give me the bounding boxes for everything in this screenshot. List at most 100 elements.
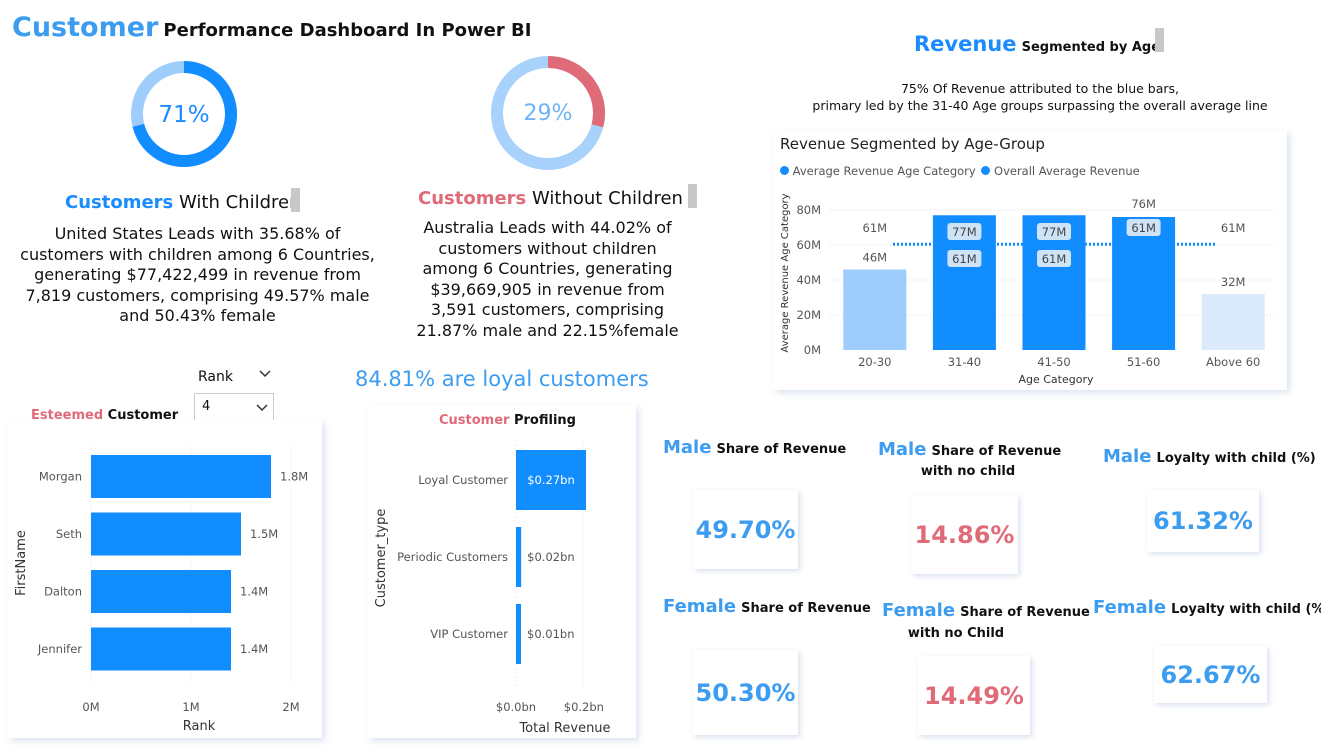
y-tick-label: 20M — [796, 308, 821, 322]
donut-with-children-percent: 71% — [158, 102, 209, 128]
bar — [91, 570, 231, 613]
bar — [516, 604, 521, 664]
revenue-age-chart-card[interactable]: Revenue Segmented by Age-Group Average R… — [773, 130, 1287, 390]
revenue-age-chart-title: Revenue Segmented by Age-Group — [780, 135, 1045, 153]
data-label: 1.5M — [250, 527, 278, 541]
kpi-male-nochild-heading: Male Share of Revenue with no child — [878, 439, 1061, 482]
without-children-heading: Customers Without Children — [418, 188, 683, 209]
x-axis-title: Total Revenue — [518, 721, 610, 736]
y-axis-title: Average Revenue Age Category — [780, 193, 791, 352]
avg-label: 61M — [863, 221, 888, 235]
revenue-age-note: 75% Of Revenue attributed to the blue ba… — [770, 80, 1310, 114]
esteemed-customer-chart[interactable]: 0M 1M 2M Morgan 1.8M Seth 1.5M Dalton 1.4M Jennif… — [8, 420, 322, 738]
legend-avg: Average Revenue Age Category — [792, 164, 976, 178]
avg-label: 61M — [952, 252, 977, 266]
heading-rest: Without Children — [532, 188, 683, 209]
kpi-highlight: Male — [1103, 446, 1152, 467]
revenue-age-heading: Revenue Segmented by Age — [914, 32, 1160, 56]
with-children-description: United States Leads with 35.68% of custo… — [20, 224, 375, 325]
kpi-female-nochild-card[interactable]: 14.49% — [918, 656, 1030, 735]
avg-label-bg — [947, 250, 982, 267]
kpi-value: 14.49% — [924, 681, 1024, 710]
loyal-customers-text: 84.81% are loyal customers — [355, 367, 649, 391]
bar — [843, 269, 907, 350]
kpi-male-nochild-card[interactable]: 14.86% — [911, 495, 1018, 574]
heading-rest: Segmented by Age — [1021, 40, 1161, 55]
kpi-female-loyalty-card[interactable]: 62.67% — [1154, 646, 1267, 703]
y-tick-label: 40M — [796, 273, 821, 287]
avg-label-bg — [1126, 219, 1161, 236]
data-label: 46M — [863, 251, 888, 265]
heading-highlight: Revenue — [914, 32, 1017, 56]
revenue-age-chart[interactable]: 0M 20M 40M 60M 80M 20-30 46M 61M 31-40 77M 61M 41-5… — [773, 130, 1287, 390]
kpi-male-loyalty-card[interactable]: 61.32% — [1147, 490, 1259, 552]
with-children-marker — [291, 188, 300, 212]
kpi-highlight: Female — [882, 600, 956, 621]
kpi-highlight: Male — [878, 439, 927, 460]
y-tick-label: Periodic Customers — [397, 550, 508, 564]
donut-with-children[interactable]: 71% — [128, 58, 240, 170]
heading-highlight: Esteemed — [31, 408, 104, 423]
legend-marker-avg — [780, 166, 789, 175]
x-tick-label: 31-40 — [948, 355, 981, 369]
data-label-bg — [947, 223, 982, 240]
bar — [91, 455, 271, 498]
note-line-2: primary led by the 31-40 Age groups surp… — [812, 98, 1268, 113]
data-label: 1.8M — [280, 470, 308, 484]
kpi-value: 50.30% — [695, 678, 796, 707]
rank-dropdown-value: 4 — [202, 399, 211, 414]
x-tick-label: $0.2bn — [564, 700, 604, 714]
kpi-value: 62.67% — [1160, 660, 1261, 689]
bar — [516, 527, 522, 587]
bar — [1112, 217, 1176, 350]
with-children-heading: Customers With Children — [65, 192, 300, 213]
rank-slicer-chevron-icon[interactable] — [258, 366, 272, 384]
data-label: $0.27bn — [527, 473, 575, 487]
rank-slicer-label: Rank — [198, 369, 233, 385]
y-axis-title: Customer_type — [374, 509, 389, 608]
data-label-bg — [1037, 223, 1071, 240]
x-axis-title: Age Category — [1018, 373, 1094, 386]
data-label: $0.02bn — [527, 550, 575, 564]
x-tick-label: 41-50 — [1037, 355, 1070, 369]
customer-profiling-card[interactable]: Customer Profiling $0.0bn $0.2bn Loyal Cus… — [368, 405, 636, 738]
y-axis-title: FirstName — [14, 530, 29, 596]
kpi-label: Share of Revenue — [931, 444, 1062, 459]
y-tick-label: 60M — [796, 238, 821, 252]
y-tick-label: Seth — [56, 527, 82, 541]
kpi-highlight: Female — [663, 596, 737, 617]
rank-dropdown[interactable]: 4 — [194, 393, 274, 421]
y-tick-label: VIP Customer — [430, 627, 508, 641]
bar — [91, 512, 241, 556]
donut-without-children-percent: 29% — [524, 101, 573, 126]
data-label: 77M — [1042, 225, 1067, 239]
x-tick-label: 2M — [282, 700, 299, 714]
data-label: 77M — [952, 225, 977, 239]
x-tick-label: 1M — [182, 700, 199, 714]
kpi-male-share-card[interactable]: 49.70% — [693, 490, 798, 569]
heading-highlight: Customer — [439, 413, 510, 428]
without-children-description: Australia Leads with 44.02% of customers… — [416, 218, 679, 340]
page-title: Customer Performance Dashboard In Power … — [12, 12, 531, 43]
x-tick-label: 0M — [82, 700, 99, 714]
bar — [91, 627, 231, 671]
bar — [1201, 294, 1265, 350]
x-tick-label: 20-30 — [858, 355, 891, 369]
y-tick-label: 0M — [804, 343, 821, 357]
kpi-label: Share of Revenue — [960, 605, 1090, 620]
donut-with-children-arc — [131, 61, 237, 167]
kpi-female-share-card[interactable]: 50.30% — [693, 650, 798, 735]
legend-overall: Overall Average Revenue — [994, 164, 1140, 178]
x-tick-label: 51-60 — [1127, 355, 1160, 369]
donut-without-children[interactable]: 29% — [488, 53, 608, 173]
esteemed-customer-card[interactable]: 0M 1M 2M Morgan 1.8M Seth 1.5M Dalton 1.4M Jennif… — [8, 420, 322, 738]
y-tick-label: Jennifer — [37, 642, 82, 656]
kpi-label: Share of Revenue — [716, 442, 847, 457]
title-highlight: Customer — [12, 12, 159, 43]
kpi-value: 61.32% — [1153, 507, 1253, 535]
heading-rest: Customer — [107, 408, 179, 423]
y-tick-label: Loyal Customer — [418, 473, 508, 487]
customer-profiling-chart[interactable]: $0.0bn $0.2bn Loyal Customer $0.27bn Periodi… — [368, 405, 636, 738]
avg-label: 61M — [1042, 252, 1067, 266]
y-tick-label: Morgan — [39, 470, 82, 484]
